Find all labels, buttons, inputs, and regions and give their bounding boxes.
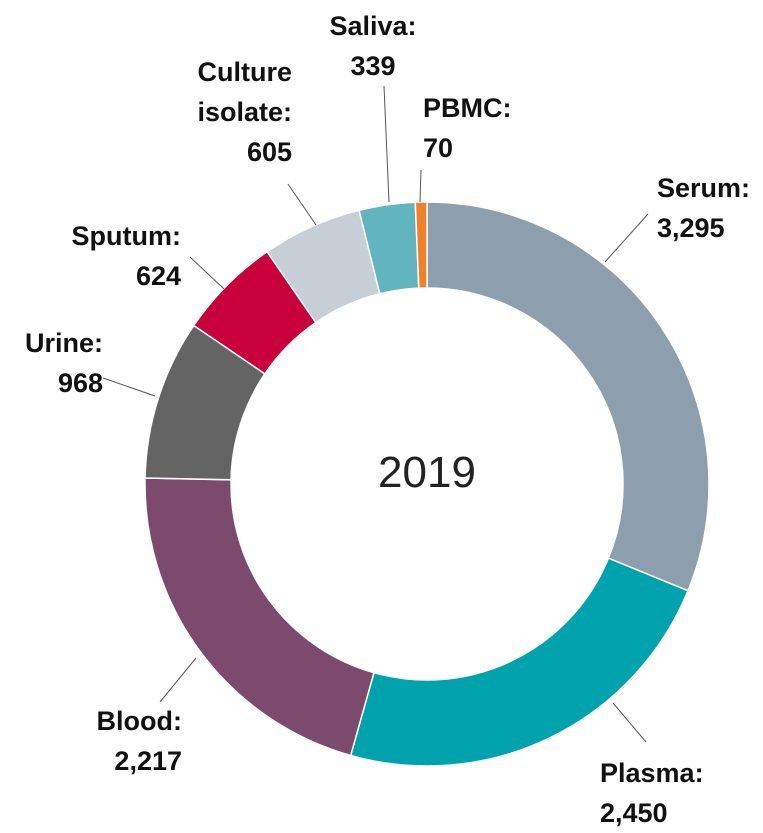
- value-label: 968: [57, 368, 103, 398]
- segment-label: Blood: 2,217: [97, 701, 182, 781]
- donut-segment: [426, 201, 710, 592]
- leader-line: [159, 657, 197, 703]
- leader-line: [419, 169, 422, 203]
- donut-segment: [349, 557, 689, 767]
- leader-line: [612, 702, 647, 743]
- leader-line: [604, 213, 649, 263]
- value-label: 339: [350, 51, 396, 81]
- value-label: 605: [246, 137, 292, 167]
- segment-label: Serum: 3,295: [657, 168, 750, 248]
- segment-label: Plasma: 2,450: [600, 753, 704, 833]
- value-label: 2,217: [114, 746, 182, 776]
- leader-line: [102, 377, 156, 397]
- category-label: Sputum:: [71, 221, 181, 251]
- value-label: 2,450: [600, 798, 668, 828]
- category-label: Saliva:: [329, 11, 417, 41]
- category-label: Culture isolate:: [197, 57, 292, 127]
- segment-label: Saliva: 339: [323, 6, 423, 86]
- category-label: Blood:: [96, 706, 182, 736]
- category-label: PBMC:: [423, 93, 512, 123]
- value-label: 3,295: [657, 213, 725, 243]
- value-label: 624: [135, 261, 181, 291]
- category-label: Serum:: [657, 173, 751, 203]
- leader-line: [287, 183, 317, 226]
- category-label: Plasma:: [600, 758, 704, 788]
- category-label: Urine:: [24, 328, 103, 358]
- leader-line: [383, 85, 390, 203]
- segment-label: Sputum: 624: [72, 216, 181, 296]
- center-label: 2019: [378, 448, 476, 497]
- segment-label: Culture isolate: 605: [162, 52, 292, 172]
- leader-line: [189, 256, 225, 290]
- segment-label: PBMC: 70: [423, 88, 512, 168]
- value-label: 70: [423, 133, 454, 163]
- donut-segment: [414, 201, 428, 289]
- segment-label: Urine: 968: [25, 323, 103, 403]
